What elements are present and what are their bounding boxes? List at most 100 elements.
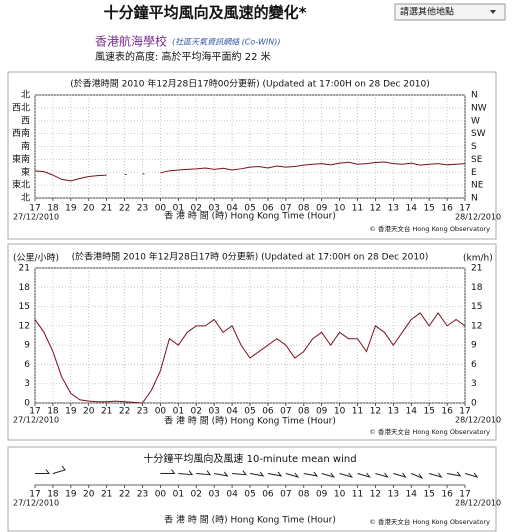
select-arrow[interactable] bbox=[490, 10, 496, 14]
y-tick-label: 西北 bbox=[12, 102, 30, 113]
x-tick-label: 19 bbox=[65, 490, 77, 500]
wind-barb bbox=[303, 471, 319, 477]
x-tick-label: 07 bbox=[280, 204, 291, 214]
x-tick-label: 04 bbox=[226, 490, 238, 500]
x-tick-label: 13 bbox=[388, 407, 399, 417]
x-tick-label: 17 bbox=[459, 490, 470, 500]
location-select-text[interactable]: 請選其他地點 bbox=[400, 6, 454, 18]
x-tick-label: 12 bbox=[370, 490, 381, 500]
wind-barb bbox=[393, 472, 407, 478]
x-tick-label: 18 bbox=[47, 407, 59, 417]
station-name: 香港航海學校 bbox=[95, 34, 167, 49]
x-tick-label: 08 bbox=[298, 407, 310, 417]
y2-tick-label: W bbox=[471, 116, 480, 126]
x-tick-label: 02 bbox=[191, 490, 202, 500]
x-tick-label: 19 bbox=[65, 204, 77, 214]
chart-title: 十分鐘平均風向及風速 10-minute mean wind bbox=[143, 452, 356, 465]
x-tick-label: 07 bbox=[280, 407, 291, 417]
x-tick-label: 00 bbox=[155, 490, 167, 500]
wind-barb bbox=[321, 472, 336, 478]
x-tick-label: 05 bbox=[244, 407, 255, 417]
x-tick-label: 05 bbox=[244, 490, 255, 500]
x-tick-label: 20 bbox=[83, 204, 95, 214]
y2-tick-label: 18 bbox=[471, 283, 483, 293]
x-tick-label: 11 bbox=[352, 407, 363, 417]
network-name: (社區天氣資訊網絡 (Co-WIN)) bbox=[172, 38, 281, 47]
wind-barb bbox=[357, 472, 371, 478]
x-tick-label: 16 bbox=[441, 490, 453, 500]
y2-tick-label: 9 bbox=[471, 341, 477, 351]
x-tick-label: 07 bbox=[280, 490, 291, 500]
y2-tick-label: 12 bbox=[471, 321, 482, 331]
height-note: 風速表的高度: 高於平均海平面約 22 米 bbox=[95, 50, 271, 63]
y-tick-label: 東 bbox=[21, 166, 30, 178]
start-date: 27/12/2010 bbox=[13, 499, 59, 508]
x-tick-label: 22 bbox=[119, 490, 130, 500]
x-tick-label: 17 bbox=[459, 204, 470, 214]
wind-barb bbox=[464, 472, 479, 478]
x-tick-label: 09 bbox=[316, 490, 328, 500]
y-tick-label: 9 bbox=[24, 341, 30, 351]
wind-barb bbox=[160, 469, 176, 474]
x-tick-label: 17 bbox=[29, 407, 40, 417]
x-tick-label: 08 bbox=[298, 490, 310, 500]
y-tick-label: 18 bbox=[19, 283, 31, 293]
location-select[interactable] bbox=[394, 3, 506, 21]
x-tick-label: 23 bbox=[137, 490, 148, 500]
x-tick-label: 04 bbox=[226, 407, 238, 417]
x-tick-label: 14 bbox=[406, 204, 418, 214]
y2-tick-label: N bbox=[471, 91, 478, 101]
wind-barb bbox=[446, 471, 462, 477]
y2-tick-label: 15 bbox=[471, 302, 482, 312]
panel bbox=[7, 71, 497, 240]
chart-title: (於香港時間 2010 年12月28日17時00分更新) (Updated at… bbox=[70, 78, 430, 90]
x-tick-label: 12 bbox=[370, 204, 381, 214]
wind-barb bbox=[375, 472, 389, 478]
x-tick-label: 03 bbox=[208, 407, 219, 417]
x-tick-label: 13 bbox=[388, 490, 399, 500]
y2-tick-label: 3 bbox=[471, 379, 477, 389]
x-tick-label: 01 bbox=[173, 204, 184, 214]
y2-tick-label: S bbox=[471, 142, 477, 152]
y2-tick-label: SW bbox=[471, 129, 486, 139]
x-tick-label: 23 bbox=[137, 204, 148, 214]
x-tick-label: 21 bbox=[101, 204, 112, 214]
x-tick-label: 18 bbox=[47, 490, 59, 500]
x-axis-label: 香 港 時 間 (時) Hong Kong Time (Hour) bbox=[164, 514, 336, 526]
y2-tick-label: NE bbox=[471, 181, 484, 191]
wind-barb bbox=[249, 471, 265, 477]
x-axis-label: 香 港 時 間 (時) Hong Kong Time (Hour) bbox=[164, 210, 336, 222]
panel bbox=[7, 446, 497, 532]
x-tick-label: 16 bbox=[441, 407, 453, 417]
x-tick-label: 00 bbox=[155, 407, 167, 417]
x-tick-label: 10 bbox=[334, 490, 346, 500]
y2-tick-label: SE bbox=[471, 155, 483, 165]
wind-barb bbox=[411, 473, 424, 480]
y2-tick-label: 21 bbox=[471, 264, 482, 274]
x-tick-label: 17 bbox=[29, 490, 40, 500]
x-tick-label: 10 bbox=[334, 204, 346, 214]
x-tick-label: 20 bbox=[83, 490, 95, 500]
wind-barb bbox=[267, 471, 283, 477]
x-tick-label: 13 bbox=[388, 204, 399, 214]
credit: © 香港天文台 Hong Kong Observatory bbox=[369, 427, 490, 436]
y-tick-label: 西 bbox=[21, 115, 30, 126]
x-tick-label: 09 bbox=[316, 407, 328, 417]
x-tick-label: 15 bbox=[423, 490, 434, 500]
wind-barb bbox=[214, 471, 229, 477]
x-tick-label: 21 bbox=[101, 407, 112, 417]
x-tick-label: 14 bbox=[406, 490, 418, 500]
x-tick-label: 00 bbox=[155, 204, 167, 214]
y2-tick-label: NW bbox=[471, 103, 487, 113]
x-tick-label: 02 bbox=[191, 407, 202, 417]
wind-barb bbox=[339, 472, 354, 478]
x-tick-label: 18 bbox=[47, 204, 59, 214]
wind-barb bbox=[35, 469, 50, 474]
x-tick-label: 11 bbox=[352, 490, 363, 500]
x-tick-label: 22 bbox=[119, 407, 130, 417]
x-tick-label: 17 bbox=[29, 204, 40, 214]
x-tick-label: 17 bbox=[459, 407, 470, 417]
y-tick-label: 東北 bbox=[12, 179, 30, 191]
y-tick-label: 西南 bbox=[12, 127, 30, 139]
